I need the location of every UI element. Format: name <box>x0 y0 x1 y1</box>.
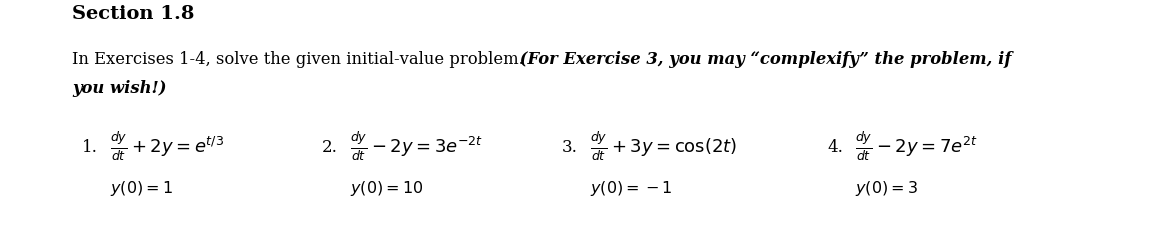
Text: $y(0) = -1$: $y(0) = -1$ <box>590 179 673 199</box>
Text: $\frac{dy}{dt} + 3y = \cos(2t)$: $\frac{dy}{dt} + 3y = \cos(2t)$ <box>590 131 737 163</box>
Text: $\frac{dy}{dt} - 2y = 3e^{-2t}$: $\frac{dy}{dt} - 2y = 3e^{-2t}$ <box>350 131 484 163</box>
Text: In Exercises 1-4, solve the given initial-value problem.: In Exercises 1-4, solve the given initia… <box>72 51 524 68</box>
Text: you wish!): you wish!) <box>72 80 166 97</box>
Text: 3.: 3. <box>562 138 578 156</box>
Text: 1.: 1. <box>82 138 98 156</box>
Text: Section 1.8: Section 1.8 <box>72 5 194 23</box>
Text: 2.: 2. <box>322 138 338 156</box>
Text: 4.: 4. <box>827 138 842 156</box>
Text: $y(0) = 10$: $y(0) = 10$ <box>350 179 424 199</box>
Text: (For Exercise 3, you may “complexify” the problem, if: (For Exercise 3, you may “complexify” th… <box>514 51 1011 68</box>
Text: $y(0) = 1$: $y(0) = 1$ <box>110 179 173 199</box>
Text: $\frac{dy}{dt} - 2y = 7e^{2t}$: $\frac{dy}{dt} - 2y = 7e^{2t}$ <box>855 131 977 163</box>
Text: $y(0) = 3$: $y(0) = 3$ <box>855 179 917 199</box>
Text: $\frac{dy}{dt} + 2y = e^{t/3}$: $\frac{dy}{dt} + 2y = e^{t/3}$ <box>110 131 224 163</box>
